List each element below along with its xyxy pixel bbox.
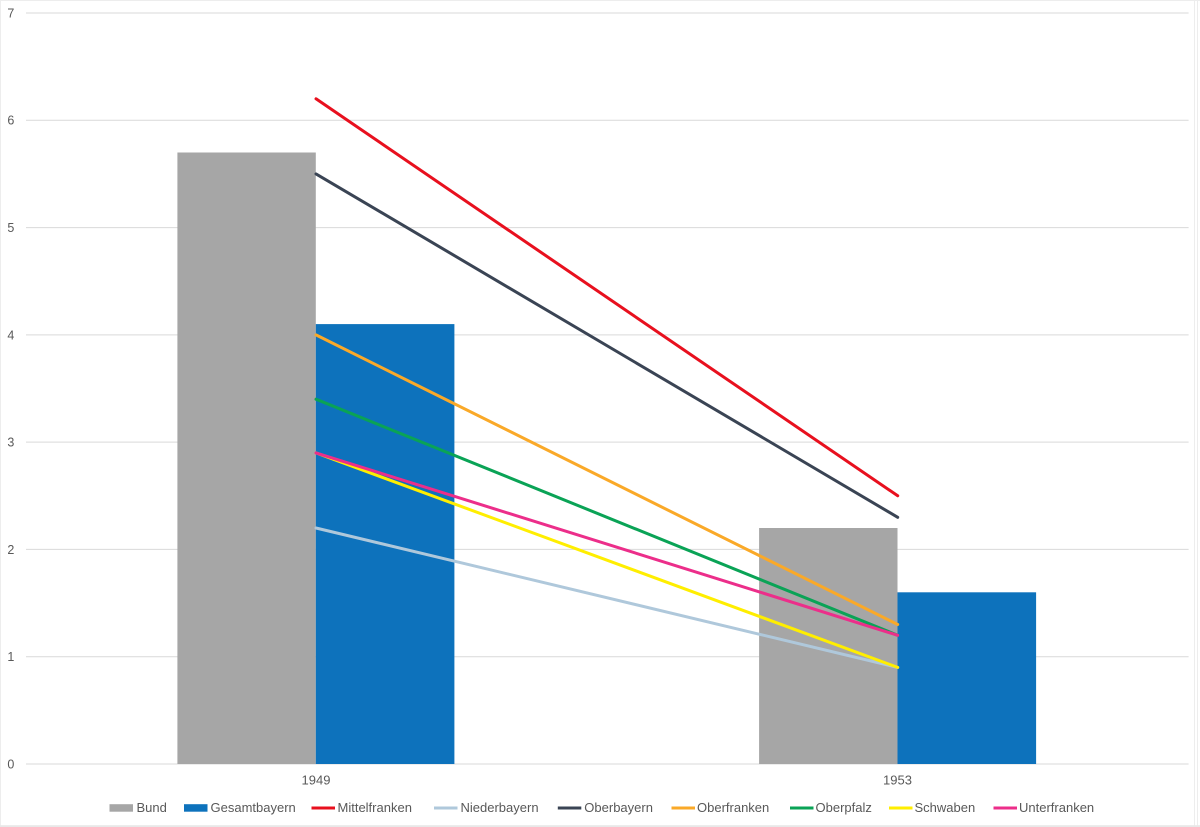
svg-text:Bund: Bund bbox=[137, 800, 167, 815]
svg-text:1: 1 bbox=[7, 650, 14, 664]
svg-text:5: 5 bbox=[7, 221, 14, 235]
svg-text:Oberpfalz: Oberpfalz bbox=[816, 800, 872, 815]
svg-text:Schwaben: Schwaben bbox=[915, 800, 976, 815]
svg-text:4: 4 bbox=[7, 328, 14, 342]
svg-text:1953: 1953 bbox=[883, 773, 912, 788]
svg-text:2: 2 bbox=[7, 543, 14, 557]
svg-text:Mittelfranken: Mittelfranken bbox=[338, 800, 412, 815]
svg-text:Oberbayern: Oberbayern bbox=[584, 800, 653, 815]
svg-text:7: 7 bbox=[7, 6, 14, 20]
svg-text:Gesamtbayern: Gesamtbayern bbox=[211, 800, 296, 815]
svg-text:0: 0 bbox=[7, 757, 14, 771]
svg-text:Niederbayern: Niederbayern bbox=[461, 800, 539, 815]
svg-text:Oberfranken: Oberfranken bbox=[697, 800, 769, 815]
svg-text:1949: 1949 bbox=[302, 773, 331, 788]
svg-text:3: 3 bbox=[7, 436, 14, 450]
svg-text:Unterfranken: Unterfranken bbox=[1019, 800, 1094, 815]
svg-text:6: 6 bbox=[7, 114, 14, 128]
